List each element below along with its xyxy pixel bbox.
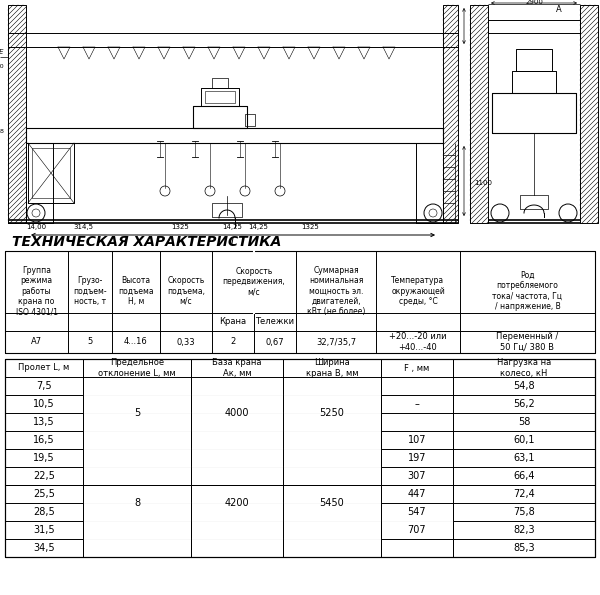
Text: +20...-20 или
+40...-40: +20...-20 или +40...-40 xyxy=(389,332,447,352)
Text: 314,5: 314,5 xyxy=(73,224,93,230)
Text: 75,8: 75,8 xyxy=(513,507,535,517)
Text: A: A xyxy=(556,5,562,14)
Text: А7: А7 xyxy=(31,337,42,346)
Text: Пролет L, м: Пролет L, м xyxy=(19,364,70,372)
Text: 2900: 2900 xyxy=(525,0,543,5)
Text: 107: 107 xyxy=(408,435,426,445)
Text: 13,5: 13,5 xyxy=(33,417,55,427)
Text: 82,3: 82,3 xyxy=(513,525,535,535)
Text: 58: 58 xyxy=(518,417,530,427)
Text: 10,5: 10,5 xyxy=(33,399,55,409)
Text: Ширина
крана В, мм: Ширина крана В, мм xyxy=(306,358,358,378)
Text: 1100: 1100 xyxy=(474,180,492,186)
Text: 447: 447 xyxy=(408,489,426,499)
Text: ТЕХНИЧЕСКАЯ ХАРАКТЕРИСТИКА: ТЕХНИЧЕСКАЯ ХАРАКТЕРИСТИКА xyxy=(12,235,281,249)
Text: 5250: 5250 xyxy=(320,408,344,418)
Text: 5: 5 xyxy=(134,408,140,418)
Text: 0,33: 0,33 xyxy=(176,337,196,346)
Text: 85,3: 85,3 xyxy=(513,543,535,553)
Text: F , мм: F , мм xyxy=(404,364,430,372)
Text: 14,00: 14,00 xyxy=(26,224,46,230)
Text: 8: 8 xyxy=(134,498,140,508)
Text: 7,5: 7,5 xyxy=(36,381,52,391)
Text: База крана
Ак, мм: База крана Ак, мм xyxy=(212,358,262,378)
Text: 4200: 4200 xyxy=(224,498,250,508)
Text: 5: 5 xyxy=(88,337,92,346)
Text: Скорость
подъема,
м/с: Скорость подъема, м/с xyxy=(167,276,205,306)
Text: 60,1: 60,1 xyxy=(513,435,535,445)
Text: 5450: 5450 xyxy=(320,498,344,508)
Text: 547: 547 xyxy=(407,507,427,517)
Text: 307: 307 xyxy=(408,471,426,481)
Text: 34,5: 34,5 xyxy=(33,543,55,553)
Text: E: E xyxy=(0,49,3,55)
Text: Грузо-
подъем-
ность, т: Грузо- подъем- ность, т xyxy=(73,276,107,306)
Text: Скорость
передвижения,
м/с: Скорость передвижения, м/с xyxy=(223,267,286,297)
Text: Крана: Крана xyxy=(220,318,247,327)
Text: 63,1: 63,1 xyxy=(513,453,535,463)
Text: Тележки: Тележки xyxy=(256,318,295,327)
Text: Температура
окружающей
среды, °С: Температура окружающей среды, °С xyxy=(391,276,445,306)
Text: 66,4: 66,4 xyxy=(513,471,535,481)
Text: 4...16: 4...16 xyxy=(124,337,148,346)
Text: 19,5: 19,5 xyxy=(33,453,55,463)
Text: Переменный /
50 Гц/ 380 В: Переменный / 50 Гц/ 380 В xyxy=(496,332,559,352)
Text: Нагрузка на
колесо, кН: Нагрузка на колесо, кН xyxy=(497,358,551,378)
Text: 14,25: 14,25 xyxy=(222,224,242,230)
Text: 2: 2 xyxy=(230,337,236,346)
Text: 54,8: 54,8 xyxy=(513,381,535,391)
Text: 25,5: 25,5 xyxy=(33,489,55,499)
Text: 32,7/35,7: 32,7/35,7 xyxy=(316,337,356,346)
Text: 0,67: 0,67 xyxy=(266,337,284,346)
Text: Суммарная
номинальная
мощность эл.
двигателей,
кВт (не более): Суммарная номинальная мощность эл. двига… xyxy=(307,266,365,317)
Text: 4000: 4000 xyxy=(225,408,249,418)
Text: Группа
режима
работы
крана по
ISO 4301/1: Группа режима работы крана по ISO 4301/1 xyxy=(16,266,58,317)
Text: 197: 197 xyxy=(408,453,426,463)
Text: 1325: 1325 xyxy=(301,224,319,230)
Text: 31,5: 31,5 xyxy=(33,525,55,535)
Text: Род
потребляемого
тока/ частота, Гц
/ напряжение, В: Род потребляемого тока/ частота, Гц / на… xyxy=(493,271,563,311)
Text: –: – xyxy=(415,399,419,409)
Text: 707: 707 xyxy=(407,525,427,535)
Text: 14,25: 14,25 xyxy=(248,224,268,230)
Text: 2,8: 2,8 xyxy=(0,129,4,133)
Text: L: L xyxy=(230,237,236,247)
Text: 72,4: 72,4 xyxy=(513,489,535,499)
Text: 56,2: 56,2 xyxy=(513,399,535,409)
Text: Предельное
отклонение L, мм: Предельное отклонение L, мм xyxy=(98,358,176,378)
Text: Высота
подъема
Н, м: Высота подъема Н, м xyxy=(118,276,154,306)
Text: 28,5: 28,5 xyxy=(33,507,55,517)
Text: 16,5: 16,5 xyxy=(33,435,55,445)
Text: 22,5: 22,5 xyxy=(33,471,55,481)
Text: 1325: 1325 xyxy=(171,224,189,230)
Text: 1950: 1950 xyxy=(0,64,4,70)
